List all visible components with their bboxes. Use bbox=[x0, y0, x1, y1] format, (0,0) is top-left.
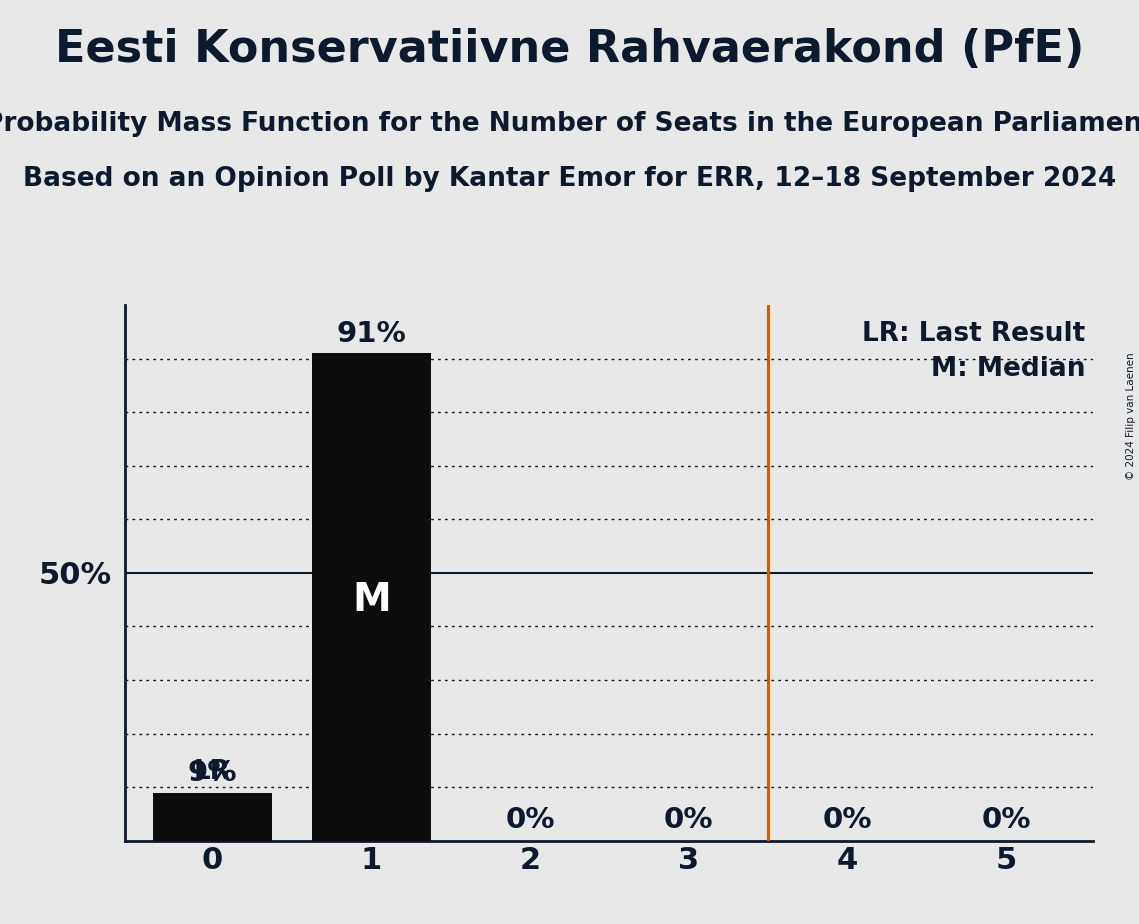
Bar bbox=[312, 353, 431, 841]
Text: 0%: 0% bbox=[822, 807, 872, 834]
Text: Based on an Opinion Poll by Kantar Emor for ERR, 12–18 September 2024: Based on an Opinion Poll by Kantar Emor … bbox=[23, 166, 1116, 192]
Text: Eesti Konservatiivne Rahvaerakond (PfE): Eesti Konservatiivne Rahvaerakond (PfE) bbox=[55, 28, 1084, 71]
Text: 0%: 0% bbox=[982, 807, 1031, 834]
Text: LR: LR bbox=[194, 759, 231, 784]
Bar bbox=[153, 793, 272, 841]
Text: © 2024 Filip van Laenen: © 2024 Filip van Laenen bbox=[1126, 352, 1136, 480]
Text: 91%: 91% bbox=[336, 320, 407, 347]
Text: M: M bbox=[352, 580, 391, 619]
Text: 0%: 0% bbox=[506, 807, 555, 834]
Text: 9%: 9% bbox=[188, 760, 237, 787]
Text: M: Median: M: Median bbox=[931, 356, 1085, 382]
Text: 0%: 0% bbox=[664, 807, 713, 834]
Text: Probability Mass Function for the Number of Seats in the European Parliament: Probability Mass Function for the Number… bbox=[0, 111, 1139, 137]
Text: LR: Last Result: LR: Last Result bbox=[862, 321, 1085, 347]
